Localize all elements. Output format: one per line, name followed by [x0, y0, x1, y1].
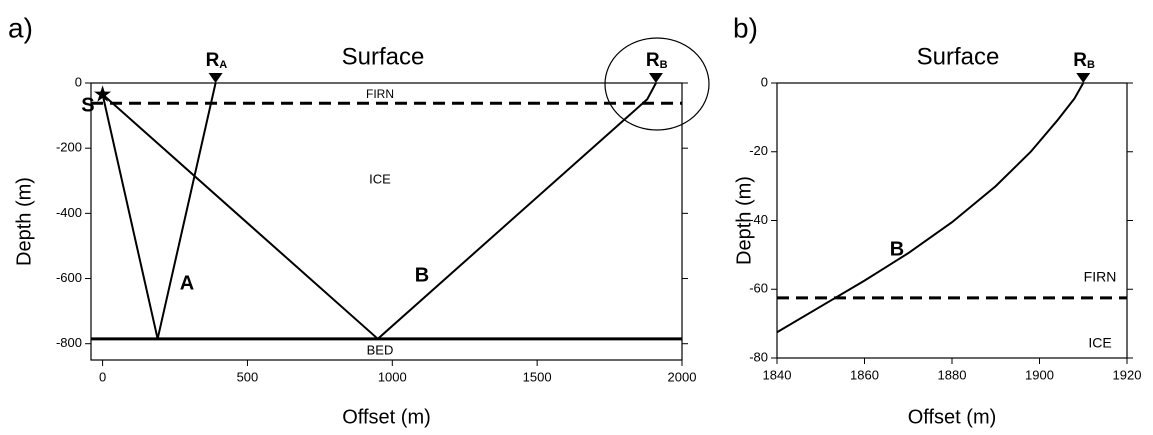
source-label: S: [81, 95, 94, 117]
source-star: [94, 85, 112, 102]
y-tick-label: -20: [749, 143, 768, 158]
x-tick-label: 1880: [938, 367, 967, 382]
receiver-marker: [208, 73, 223, 83]
panel-label: a): [8, 12, 33, 43]
receiver-name: R: [206, 50, 220, 71]
receiver-name: R: [1073, 50, 1087, 71]
x-tick-label: 1840: [763, 367, 792, 382]
y-tick-label: 0: [761, 74, 768, 89]
y-tick-label: -200: [56, 140, 82, 155]
ray-path: [101, 82, 657, 341]
ray-label: A: [180, 272, 194, 294]
y-tick-label: 0: [75, 74, 82, 89]
x-axis-label: Offset (m): [342, 406, 431, 428]
ray-label: B: [890, 238, 904, 260]
annotation: BED: [367, 342, 394, 357]
y-tick-label: -400: [56, 205, 82, 220]
receiver-label: RB: [1073, 50, 1095, 71]
receiver-marker: [1076, 73, 1091, 83]
highlight-circle: [604, 37, 710, 131]
x-tick-label: 500: [237, 369, 259, 384]
x-axis-label: Offset (m): [908, 406, 997, 428]
x-tick-label: 1860: [850, 367, 879, 382]
receiver-name: R: [646, 50, 660, 71]
x-tick-label: 1500: [523, 369, 552, 384]
panel-label: b): [733, 12, 758, 43]
plot-frame: [90, 82, 683, 361]
receiver-label: RA: [206, 50, 228, 71]
x-tick-label: 1920: [1113, 367, 1142, 382]
annotation: FIRN: [366, 87, 394, 101]
annotation: FIRN: [1084, 269, 1117, 285]
y-axis-label: Depth (m): [13, 177, 35, 266]
receiver-label: RB: [646, 50, 668, 71]
receiver-subscript: A: [219, 59, 227, 71]
annotation: ICE: [369, 171, 391, 186]
receiver-subscript: B: [1087, 59, 1095, 71]
y-tick-label: -60: [749, 281, 768, 296]
ray-path: [101, 82, 217, 340]
ray-path: [776, 82, 1085, 334]
y-tick-label: -40: [749, 212, 768, 227]
y-axis-label: Depth (m): [733, 176, 755, 265]
annotation: Surface: [917, 43, 1000, 70]
y-tick-label: -800: [56, 335, 82, 350]
receiver-subscript: B: [660, 59, 668, 71]
receiver-marker: [648, 73, 663, 83]
x-tick-label: 1000: [378, 369, 407, 384]
x-tick-label: 0: [99, 369, 106, 384]
x-tick-label: 2000: [668, 369, 697, 384]
y-tick-label: -80: [749, 349, 768, 364]
annotation: Surface: [342, 43, 425, 70]
x-tick-label: 1900: [1025, 367, 1054, 382]
plot-frame: [776, 82, 1128, 359]
ray-label: B: [415, 264, 429, 286]
y-tick-label: -600: [56, 270, 82, 285]
annotation: ICE: [1088, 335, 1111, 351]
